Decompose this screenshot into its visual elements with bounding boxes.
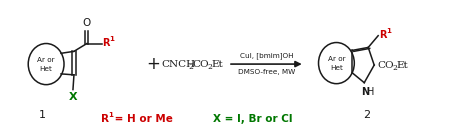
- Text: 2: 2: [363, 110, 370, 120]
- Text: Ar or: Ar or: [37, 57, 55, 63]
- Text: 2: 2: [188, 63, 193, 71]
- Text: R: R: [101, 114, 109, 124]
- Text: 1: 1: [386, 28, 391, 34]
- Text: R: R: [102, 38, 109, 47]
- Text: CO: CO: [192, 60, 209, 69]
- Text: = H or Me: = H or Me: [111, 114, 173, 124]
- Text: 1: 1: [109, 36, 114, 42]
- Text: CO: CO: [377, 61, 394, 69]
- Text: 1: 1: [39, 110, 46, 120]
- Text: 2: 2: [207, 63, 212, 71]
- Text: Het: Het: [40, 66, 53, 72]
- Text: DMSO-free, MW: DMSO-free, MW: [237, 69, 295, 75]
- Text: CuI, [bmim]OH: CuI, [bmim]OH: [239, 52, 293, 59]
- Text: X = I, Br or Cl: X = I, Br or Cl: [213, 114, 292, 124]
- Text: Het: Het: [330, 65, 343, 71]
- Text: 2: 2: [392, 64, 397, 72]
- Text: 1: 1: [108, 112, 113, 118]
- Text: N: N: [361, 87, 369, 97]
- Text: +: +: [146, 55, 160, 73]
- Text: H: H: [366, 87, 374, 97]
- Text: Ar or: Ar or: [328, 56, 345, 62]
- Text: Et: Et: [396, 61, 408, 69]
- Text: CNCH: CNCH: [162, 60, 196, 69]
- Text: O: O: [83, 18, 91, 28]
- Text: X: X: [69, 92, 77, 101]
- Text: R: R: [379, 30, 387, 40]
- Text: Et: Et: [211, 60, 223, 69]
